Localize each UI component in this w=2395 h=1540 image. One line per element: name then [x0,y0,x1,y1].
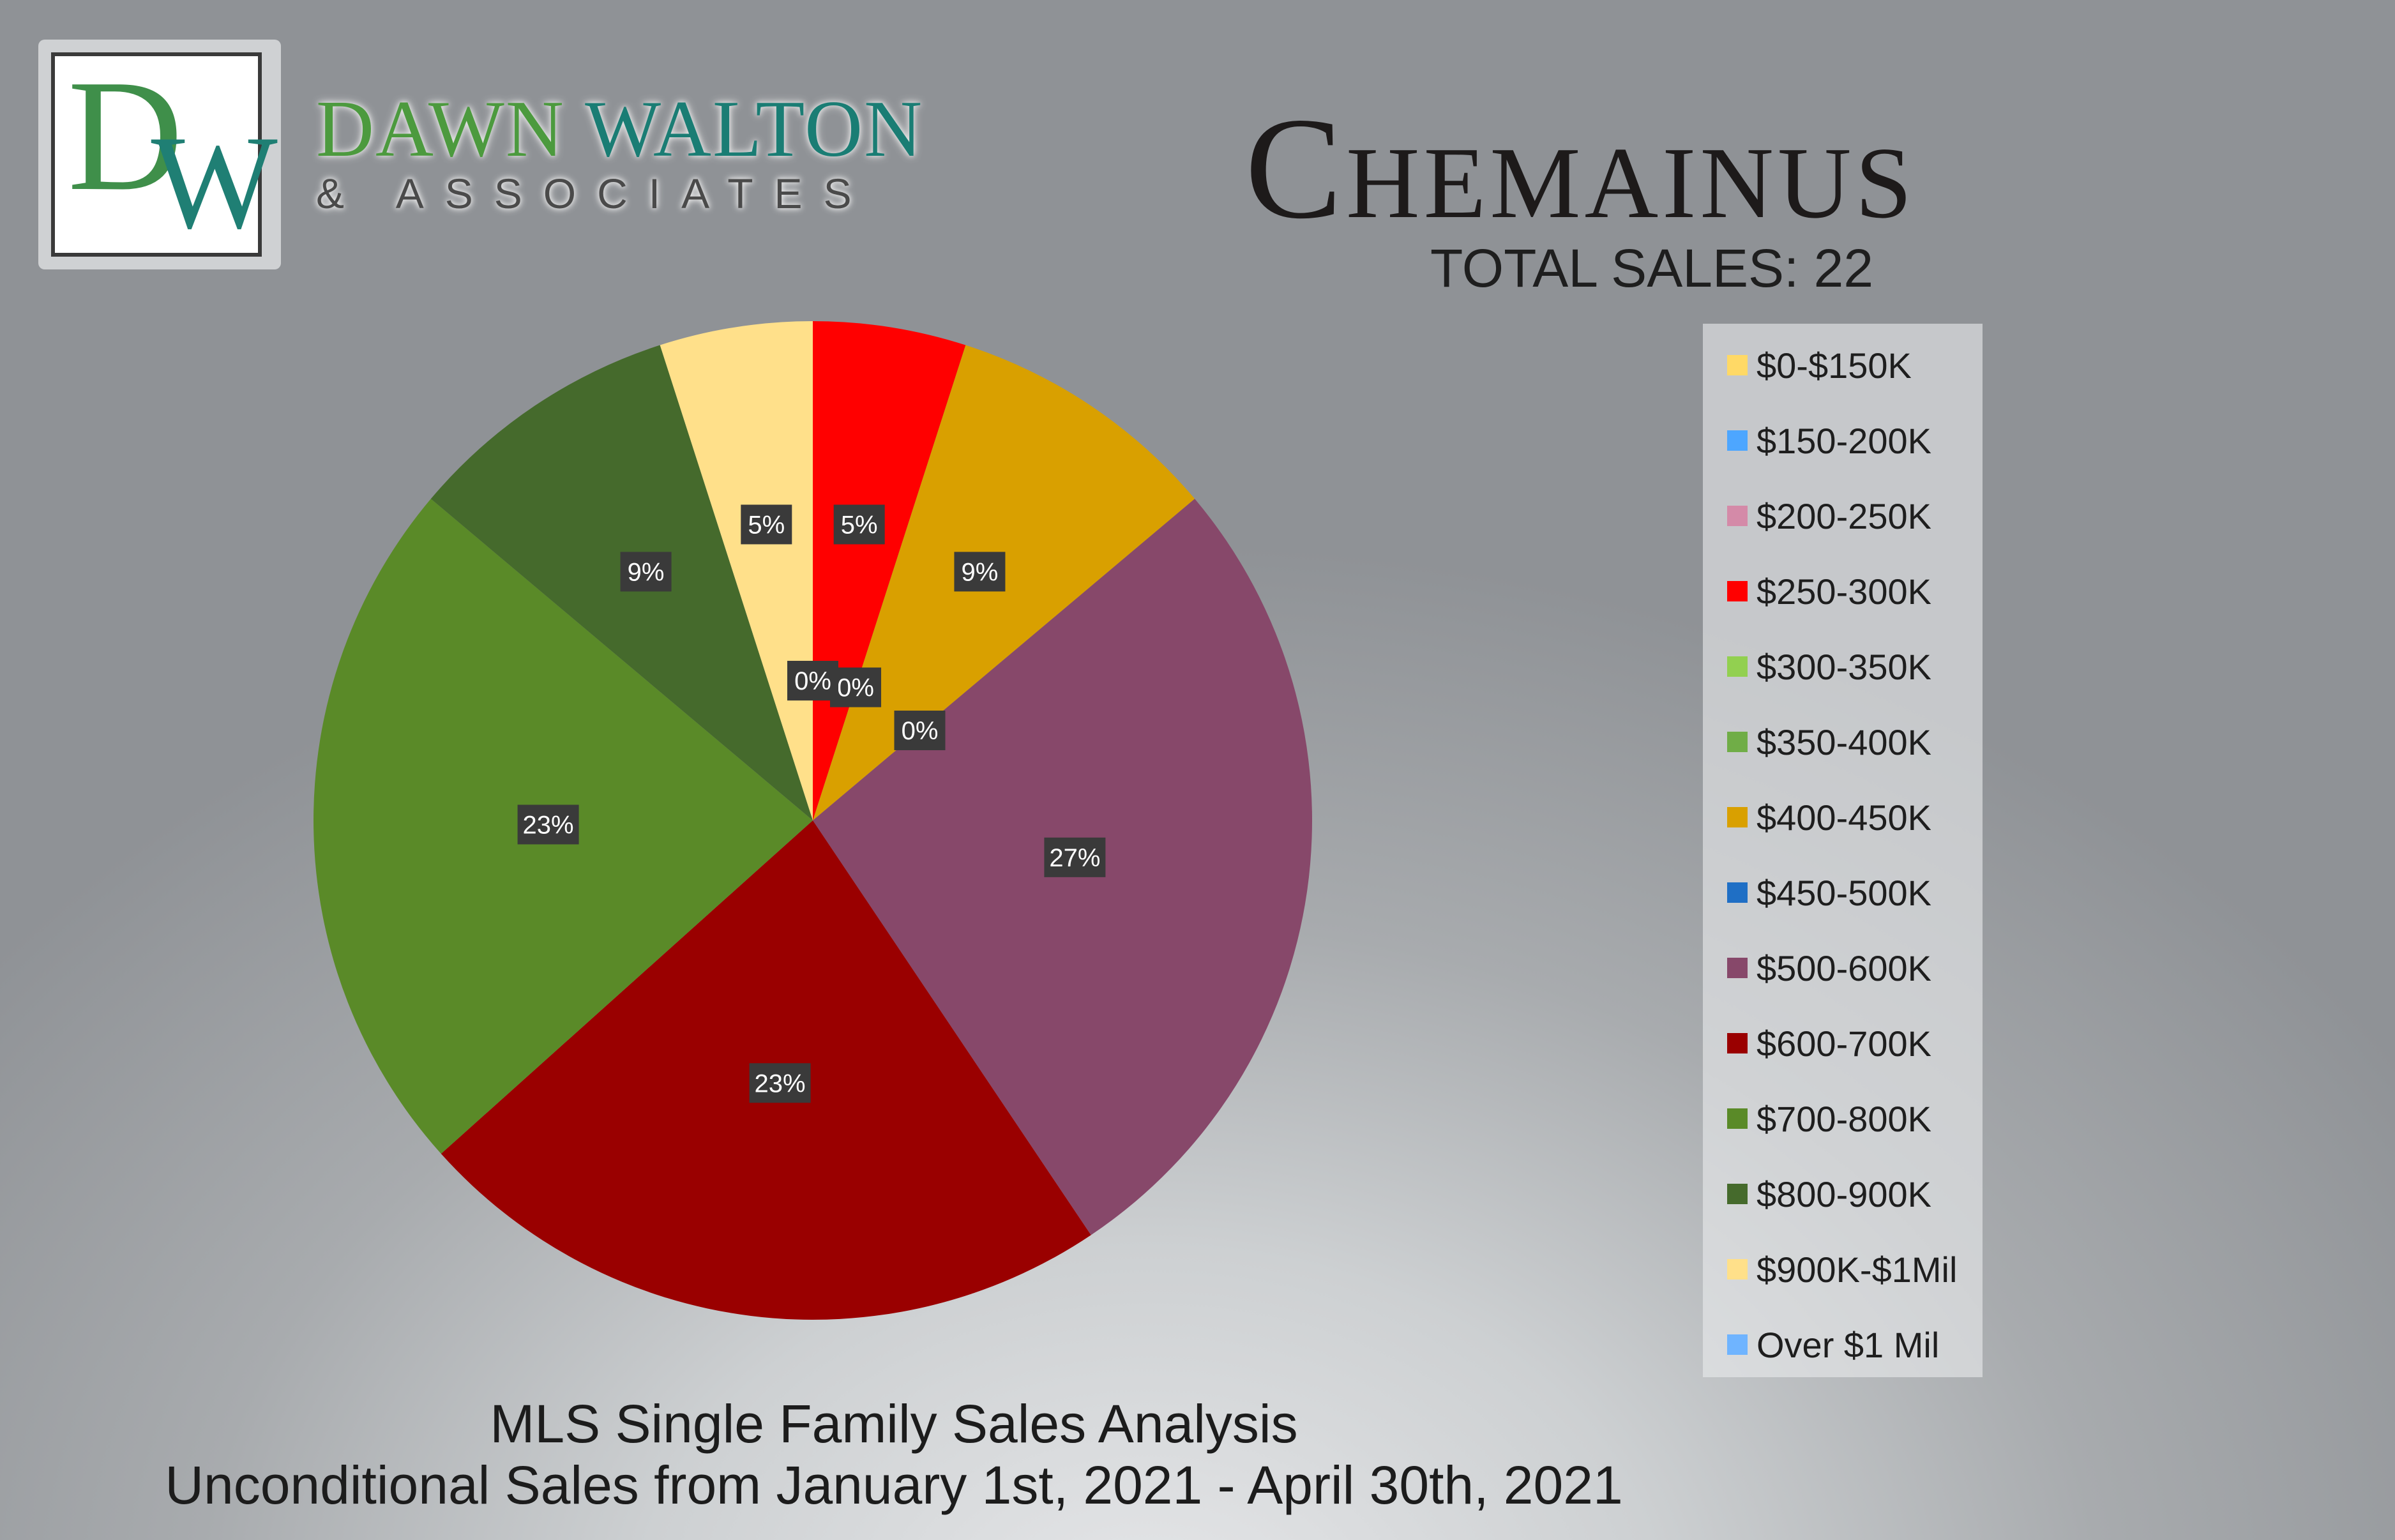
data-label-600-700k: 23% [749,1063,811,1103]
footer-date-range: Unconditional Sales from January 1st, 20… [165,1455,1623,1515]
legend-label: $0-$150K [1757,345,1912,386]
legend-label: $400-450K [1757,797,1932,838]
legend-item-400-450k: $400-450K [1727,792,1931,843]
legend-swatch [1727,1184,1748,1204]
data-label-text: 9% [628,558,665,586]
legend-item-500-600k: $500-600K [1727,942,1931,993]
data-label-400-450k: 9% [954,552,1006,592]
legend-item-0-150k: $0-$150K [1727,340,1912,391]
footer-heading: MLS Single Family Sales Analysis [490,1394,1298,1454]
total-sales: TOTAL SALES: 22 [1430,238,1874,298]
legend-swatch [1727,355,1748,375]
data-label-800-900k: 9% [620,552,672,592]
data-label-box [1044,837,1106,877]
data-label-box [620,552,672,592]
legend-label: $500-600K [1757,947,1932,988]
brand-name-first: DAWN [316,85,565,174]
logo: DW [38,40,281,269]
legend-item-250-300k: $250-300K [1727,566,1931,617]
data-label-900k-1mil: 5% [741,504,792,545]
legend-swatch [1727,1033,1748,1053]
data-label-box [517,804,579,845]
data-label-text: 5% [841,511,878,539]
legend-item-300-350k: $300-350K [1727,641,1931,692]
legend-item-900k-1mil: $900K-$1Mil [1727,1244,1957,1295]
legend-item-200-250k: $200-250K [1727,490,1931,541]
legend-item-800-900k: $800-900K [1727,1168,1931,1219]
legend-swatch [1727,958,1748,978]
data-label-box [749,1063,811,1103]
legend-item-over-1-mil: Over $1 Mil [1727,1319,1939,1370]
data-label-text: 0% [902,717,939,745]
brand-subtitle: & ASSOCIATES [316,170,873,217]
data-label-350-400k: 0% [830,667,882,707]
legend-label: $700-800K [1757,1098,1932,1139]
legend-item-150-200k: $150-200K [1727,415,1931,466]
data-label-text: 5% [748,511,785,539]
chart-legend: $0-$150K $150-200K $200-250K $250-300K $300-… [1703,324,1983,1377]
data-label-text: 0% [794,667,831,695]
data-label-450-500k: 0% [894,710,946,750]
data-label-box [833,504,885,545]
legend-swatch [1727,581,1748,601]
legend-label: $350-400K [1757,721,1932,762]
data-label-box [830,667,882,707]
data-label-250-300k: 5% [833,504,885,545]
legend-label: $300-350K [1757,646,1932,687]
legend-label: $150-200K [1757,420,1932,461]
data-label-box [741,504,792,545]
data-label-over-1-mil: 0% [787,661,838,701]
pie-slice-900k-1mil [660,321,813,820]
legend-swatch [1727,882,1748,903]
legend-item-350-400k: $350-400K [1727,716,1931,767]
legend-label: Over $1 Mil [1757,1324,1940,1365]
data-label-text: 9% [962,558,999,586]
legend-label: $250-300K [1757,571,1932,612]
logo-monogram-frame: DW [51,52,278,257]
data-label-500-600k: 27% [1044,837,1106,877]
legend-label: $200-250K [1757,495,1932,536]
legend-swatch [1727,807,1748,827]
data-label-700-800k: 23% [517,804,579,845]
legend-swatch [1727,506,1748,526]
legend-label: $800-900K [1757,1174,1932,1214]
data-label-box [954,552,1006,592]
legend-label: $450-500K [1757,872,1932,913]
data-label-box [787,661,838,701]
brand-name: DAWN WALTON [316,89,923,170]
legend-item-600-700k: $600-700K [1727,1018,1931,1069]
data-label-box [894,710,946,750]
legend-item-700-800k: $700-800K [1727,1093,1931,1144]
legend-item-450-500k: $450-500K [1727,867,1931,918]
data-label-text: 0% [837,674,874,702]
brand-name-last: WALTON [585,85,924,174]
legend-swatch [1727,732,1748,752]
data-label-text: 23% [523,811,574,839]
legend-label: $600-700K [1757,1023,1932,1064]
legend-swatch [1727,1108,1748,1129]
legend-swatch [1727,430,1748,451]
data-label-text: 23% [755,1069,806,1098]
legend-swatch [1727,1334,1748,1355]
data-label-text: 27% [1049,844,1100,872]
legend-swatch [1727,1259,1748,1280]
chart-title: Chemainus [1245,88,1916,249]
legend-label: $900K-$1Mil [1757,1249,1958,1290]
legend-swatch [1727,656,1748,677]
